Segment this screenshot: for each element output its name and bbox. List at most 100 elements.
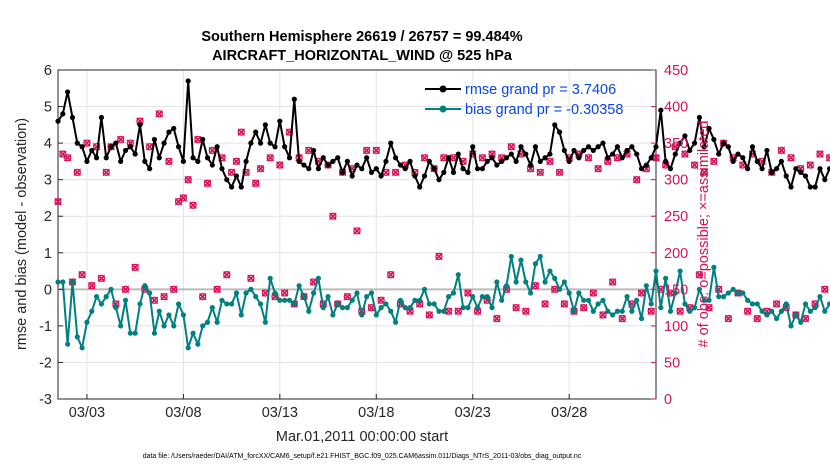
bias-point — [209, 305, 215, 311]
obs-possible-marker — [753, 314, 761, 323]
obs-possible-marker — [536, 168, 544, 177]
bias-point — [682, 301, 688, 307]
rmse-point — [330, 158, 336, 164]
bias-point — [465, 305, 471, 311]
obs-assimilated-marker — [121, 285, 130, 294]
rmse-point — [822, 177, 828, 183]
obs-assimilated-marker — [478, 153, 487, 162]
obs-possible-marker — [425, 311, 433, 319]
obs-assimilated-marker — [449, 153, 458, 162]
obs-assimilated-marker — [276, 161, 284, 169]
rmse-point — [600, 140, 606, 146]
rmse-point — [282, 144, 288, 150]
rmse-point — [354, 162, 360, 168]
bias-point — [156, 308, 162, 314]
obs-possible-marker — [184, 176, 192, 184]
obs-assimilated-marker — [280, 289, 289, 297]
obs-assimilated-marker — [753, 314, 762, 323]
obs-assimilated-marker — [579, 303, 588, 312]
obs-possible-marker — [59, 150, 67, 158]
bias-point — [745, 297, 751, 303]
bias-point — [262, 319, 268, 325]
bias-point — [229, 301, 235, 307]
bias-point — [335, 301, 341, 307]
obs-possible-marker — [281, 289, 289, 297]
obs-assimilated-marker — [126, 139, 135, 147]
obs-assimilated-marker — [522, 307, 530, 316]
rmse-point — [156, 155, 162, 161]
obs-assimilated-marker — [208, 146, 217, 155]
obs-possible-marker — [252, 179, 260, 187]
bias-point — [214, 319, 220, 325]
obs-assimilated-marker — [189, 201, 197, 210]
bias-point — [392, 319, 399, 325]
bias-point — [667, 308, 674, 314]
obs-possible-marker — [816, 150, 824, 158]
rmse-point — [69, 114, 76, 121]
obs-possible-marker — [724, 314, 732, 323]
rmse-point — [147, 166, 153, 172]
bias-point — [65, 341, 71, 347]
rmse-point — [590, 147, 596, 154]
rmse-point — [634, 151, 640, 157]
obs-assimilated-marker — [87, 281, 96, 290]
obs-assimilated-marker — [806, 161, 815, 169]
obs-assimilated-marker — [594, 164, 602, 173]
rmse-point — [238, 184, 244, 190]
bias-point — [431, 301, 437, 307]
bias-point — [460, 305, 466, 311]
bias-point — [108, 286, 114, 292]
bias-point — [320, 305, 326, 311]
bias-point — [624, 294, 630, 300]
rmse-point — [79, 144, 85, 150]
y-right-tick-label: 250 — [664, 209, 688, 225]
rmse-point — [769, 169, 775, 175]
rmse-point — [571, 147, 577, 154]
obs-possible-marker — [681, 150, 689, 158]
rmse-point — [624, 147, 630, 154]
obs-assimilated-marker — [608, 278, 617, 286]
obs-assimilated-marker — [102, 168, 110, 177]
bias-point — [552, 275, 558, 281]
rmse-point — [812, 184, 818, 190]
rmse-point — [335, 155, 341, 161]
bias-point — [219, 297, 225, 303]
rmse-point — [306, 166, 312, 172]
obs-assimilated-marker — [54, 197, 62, 206]
obs-assimilated-marker — [695, 270, 704, 279]
obs-assimilated-marker — [724, 314, 733, 323]
bias-point — [204, 319, 211, 325]
rmse-point — [609, 151, 616, 157]
rmse-point — [745, 166, 751, 172]
legend-rmse-marker — [439, 85, 447, 93]
rmse-point — [325, 162, 331, 168]
obs-assimilated-marker — [213, 285, 221, 294]
obs-assimilated-marker — [83, 139, 91, 147]
chart-subtitle: AIRCRAFT_HORIZONTAL_WIND @ 525 hPa — [212, 48, 513, 64]
obs-possible-marker — [107, 143, 115, 151]
bias-point — [812, 305, 818, 311]
rmse-point — [827, 166, 830, 172]
bias-point — [69, 279, 76, 285]
obs-assimilated-marker — [526, 164, 535, 173]
rmse-point — [518, 144, 524, 150]
obs-possible-marker — [78, 271, 86, 279]
bias-point — [788, 323, 794, 329]
bias-point — [663, 275, 669, 281]
y-left-tick-label: -3 — [39, 392, 52, 408]
bias-point — [306, 308, 312, 314]
rmse-point — [658, 107, 664, 113]
rmse-point — [638, 166, 645, 172]
bias-point — [716, 294, 722, 300]
rmse-point — [272, 144, 278, 150]
rmse-point — [84, 158, 90, 164]
rmse-point — [229, 184, 235, 190]
bias-point — [378, 305, 384, 311]
obs-possible-marker — [174, 197, 183, 206]
rmse-point — [436, 177, 442, 183]
obs-possible-marker — [377, 296, 385, 304]
bias-point — [441, 308, 447, 314]
rmse-point — [397, 162, 404, 168]
rmse-point — [359, 166, 365, 172]
